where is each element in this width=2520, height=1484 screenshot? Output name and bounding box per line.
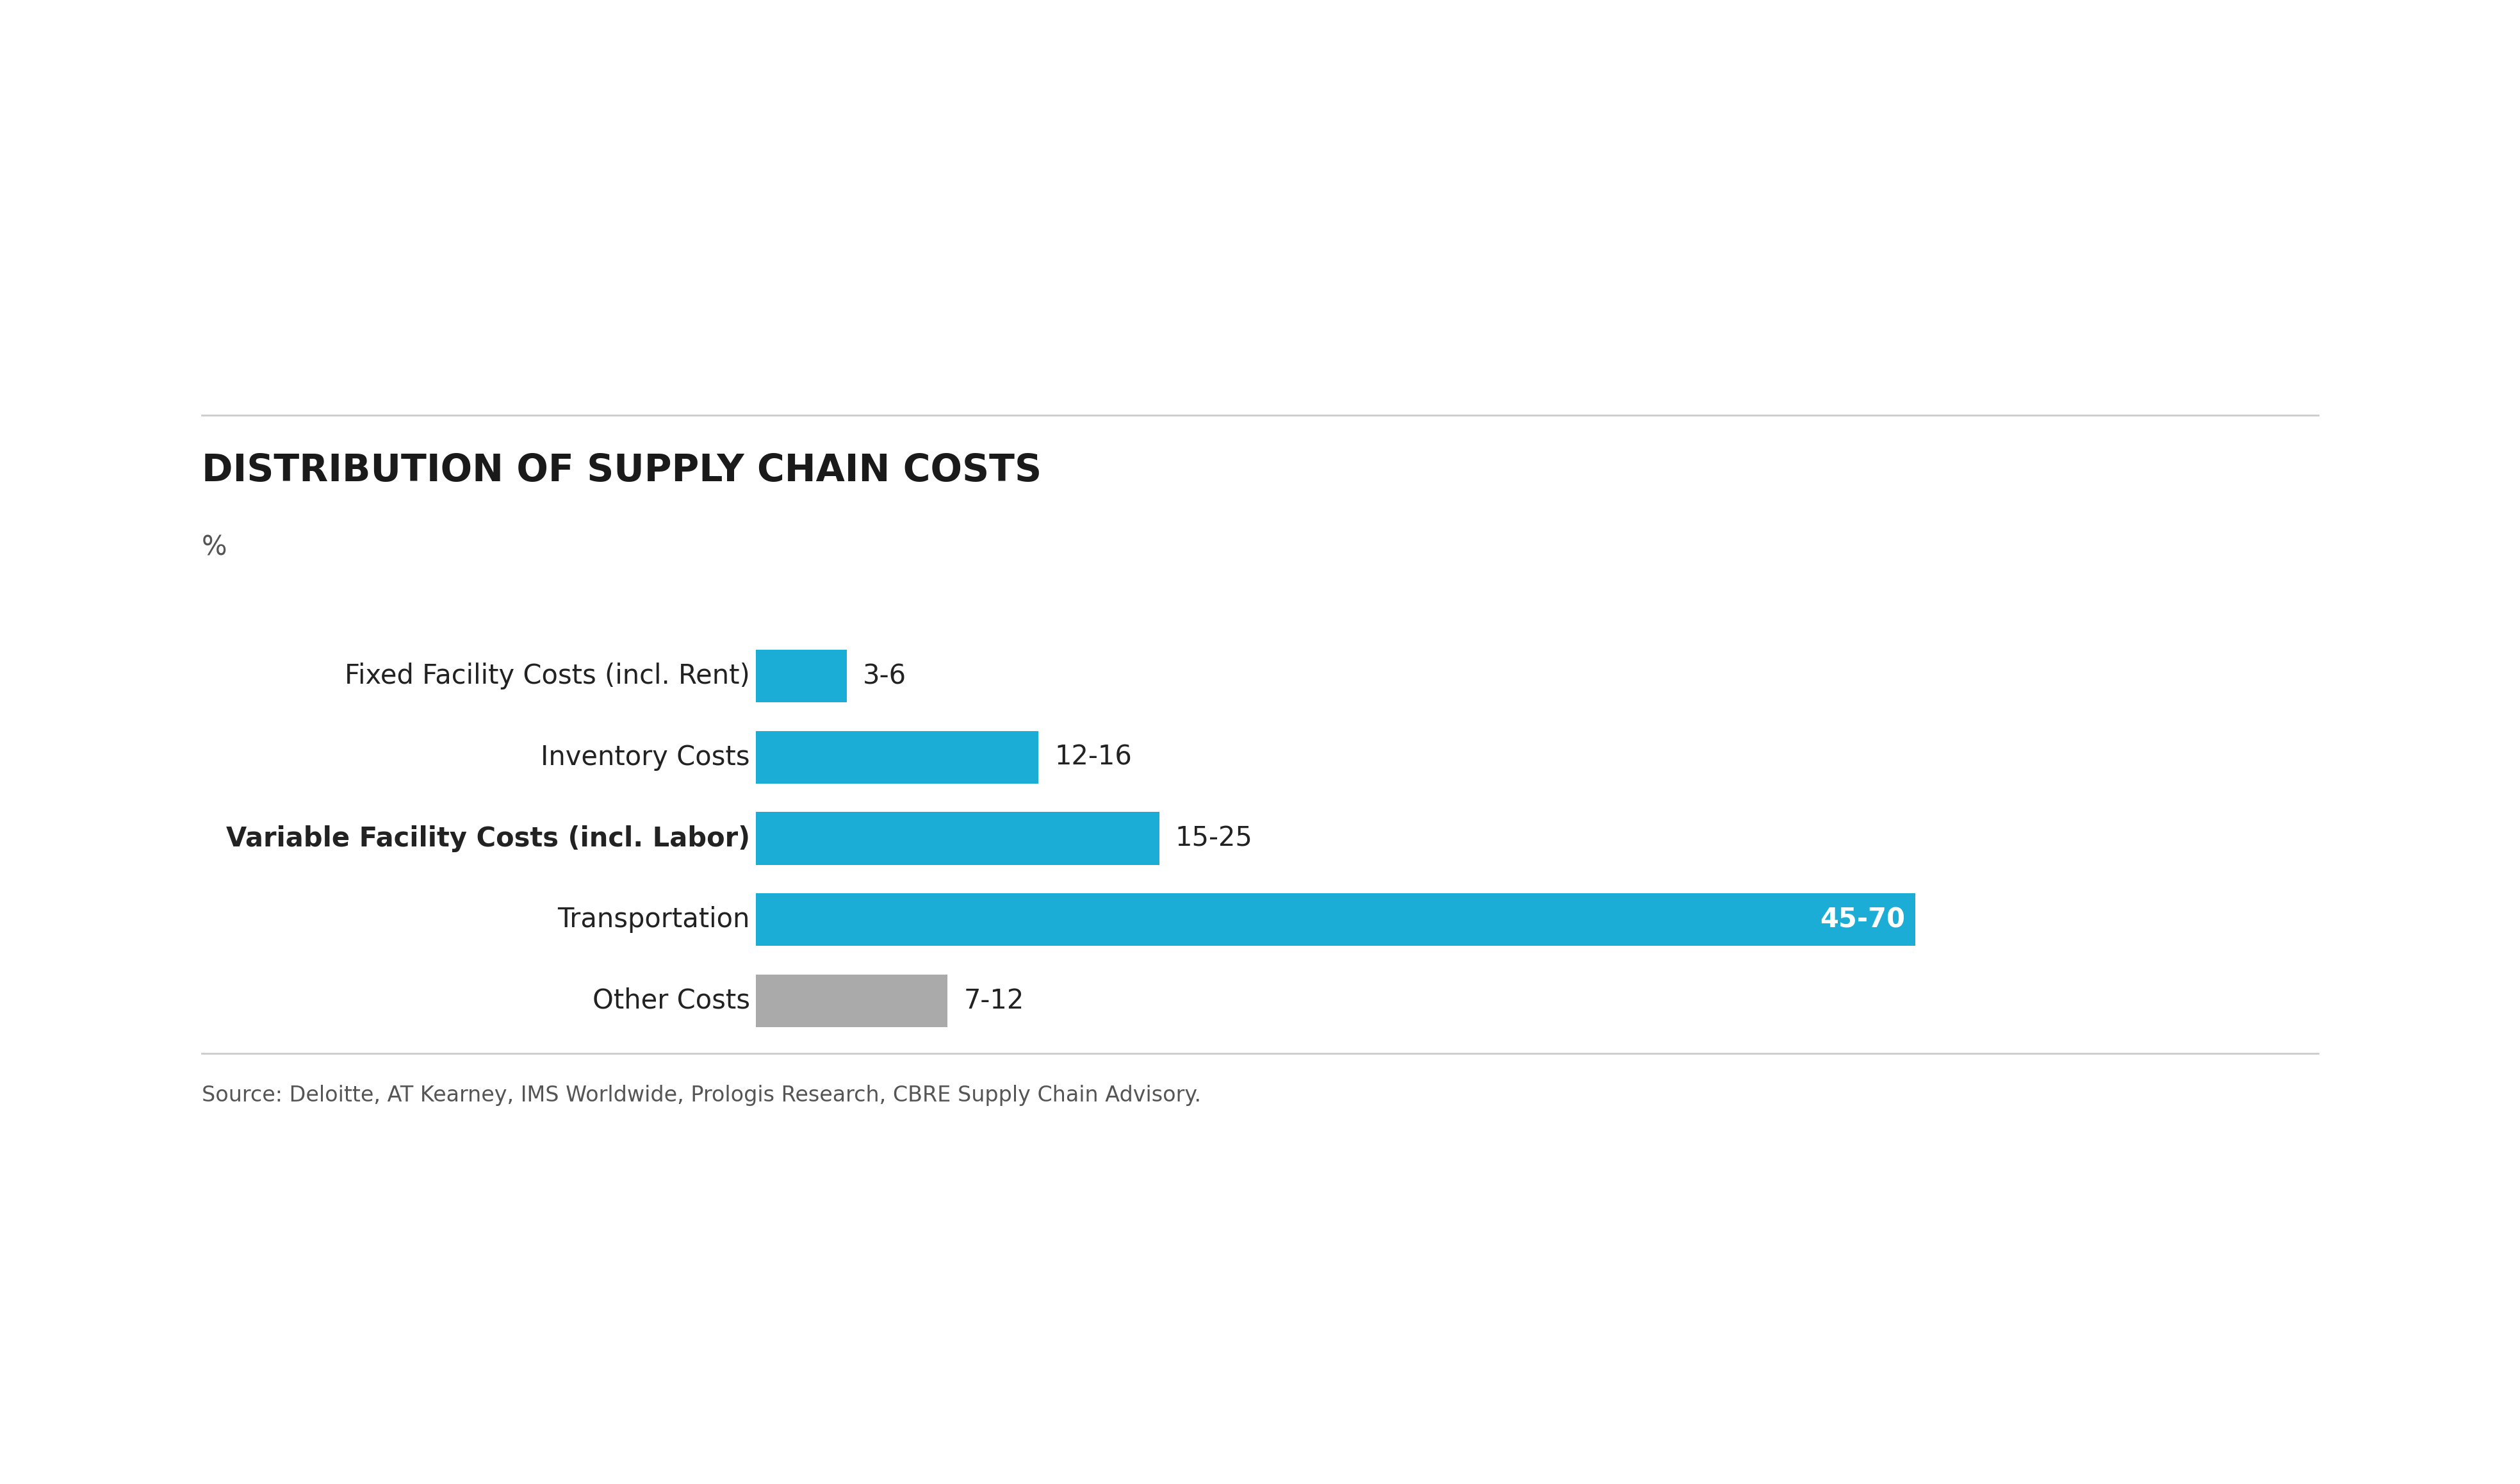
Text: Fixed Facility Costs (incl. Rent): Fixed Facility Costs (incl. Rent) xyxy=(345,662,751,690)
Text: 15-25: 15-25 xyxy=(1174,825,1252,852)
Bar xyxy=(756,650,847,702)
Bar xyxy=(756,732,1038,784)
Text: DISTRIBUTION OF SUPPLY CHAIN COSTS: DISTRIBUTION OF SUPPLY CHAIN COSTS xyxy=(202,453,1041,490)
Text: Variable Facility Costs (incl. Labor): Variable Facility Costs (incl. Labor) xyxy=(227,825,751,852)
Text: 7-12: 7-12 xyxy=(963,987,1023,1015)
Text: Source: Deloitte, AT Kearney, IMS Worldwide, Prologis Research, CBRE Supply Chai: Source: Deloitte, AT Kearney, IMS Worldw… xyxy=(202,1085,1202,1106)
Bar xyxy=(756,975,948,1027)
Text: Inventory Costs: Inventory Costs xyxy=(542,743,751,770)
Text: 3-6: 3-6 xyxy=(862,662,907,690)
Text: Transportation: Transportation xyxy=(557,907,751,933)
Text: 45-70: 45-70 xyxy=(1819,907,1905,933)
Bar xyxy=(756,812,1159,865)
Text: %: % xyxy=(202,534,227,561)
Text: 12-16: 12-16 xyxy=(1053,743,1131,770)
Bar xyxy=(756,893,1915,947)
Text: Other Costs: Other Costs xyxy=(592,987,751,1015)
